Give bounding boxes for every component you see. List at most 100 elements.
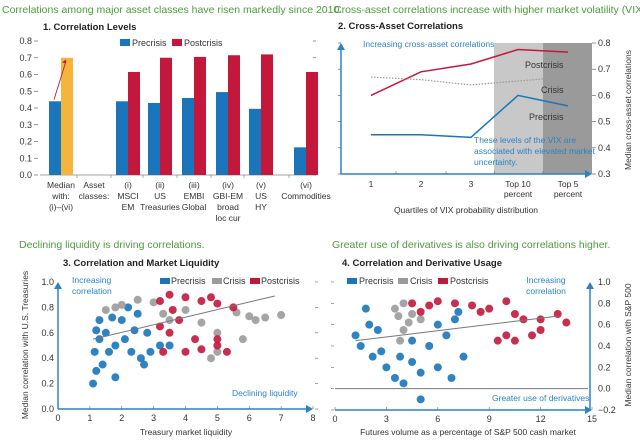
legend-label-postcrisis: Postcrisis <box>450 276 489 286</box>
bar-postcrisis <box>306 71 318 175</box>
annotation-increasing-1: Increasing <box>526 275 565 285</box>
legend-swatch-postcrisis <box>250 278 260 284</box>
point-crisis <box>399 326 408 334</box>
point-precrisis <box>120 335 129 344</box>
category-label: (iv) <box>222 180 234 190</box>
annotation-vix-3: uncertainty. <box>474 157 517 167</box>
y-tick-label: 0.6 <box>41 328 54 338</box>
point-postcrisis <box>519 315 528 324</box>
y-tick-label: 0.4 <box>19 103 32 113</box>
bar-postcrisis <box>228 55 240 175</box>
legend-swatch-precrisis <box>347 278 357 284</box>
annotation-increasing-2: correlation <box>72 286 112 296</box>
y-tick-label: 0.4 <box>598 341 611 351</box>
x-tick-label: 3 <box>384 414 389 424</box>
point-precrisis <box>111 341 120 350</box>
point-precrisis <box>117 316 126 325</box>
point-crisis <box>111 303 120 312</box>
point-crisis <box>404 318 413 327</box>
y-tick-label: 1.0 <box>598 277 611 287</box>
x-tick-label: 0 <box>55 413 60 423</box>
x-tick-label: Top 10 <box>505 179 531 189</box>
annotation-increasing-2: correlation <box>526 286 566 296</box>
point-postcrisis <box>433 297 442 306</box>
y-tick-label: 0.1 <box>19 153 32 163</box>
point-postcrisis <box>156 322 164 331</box>
panel-cross-asset-correlations: Cross-asset correlations increase with h… <box>334 4 640 215</box>
median-arrow <box>53 60 67 100</box>
legend-swatch-postcrisis <box>438 278 448 284</box>
point-precrisis <box>143 328 152 337</box>
y-tick-label: 0.6 <box>598 90 611 100</box>
legend-label-precrisis: Precrisis <box>171 276 206 286</box>
bar-postcrisis <box>261 54 273 175</box>
point-crisis <box>261 313 270 322</box>
x-tick-label: 7 <box>279 413 284 423</box>
legend-label-precrisis: Precrisis <box>359 276 394 286</box>
point-precrisis <box>368 352 377 361</box>
series-label-crisis: Crisis <box>541 85 564 95</box>
x-tick-label: 2 <box>419 179 424 189</box>
point-precrisis <box>365 320 374 329</box>
point-postcrisis <box>213 335 222 344</box>
point-crisis <box>181 305 190 314</box>
series-label-precrisis: Precrisis <box>529 112 564 122</box>
panel-title-3: 3. Correlation and Market Liquidity <box>63 258 220 269</box>
point-postcrisis <box>159 347 168 356</box>
category-label: Treasuries <box>140 202 180 212</box>
category-label: (ii) <box>155 180 165 190</box>
arrow-up-icon <box>337 43 345 50</box>
point-precrisis <box>108 313 117 322</box>
point-precrisis <box>459 352 468 361</box>
series-label-postcrisis: Postcrisis <box>525 60 564 70</box>
line-precrisis <box>371 94 569 139</box>
point-postcrisis <box>450 299 459 308</box>
point-postcrisis <box>197 345 206 354</box>
bar-precrisis <box>294 147 306 175</box>
category-label: broad <box>217 202 239 212</box>
bar-postcrisis <box>160 57 172 175</box>
point-crisis <box>394 312 403 321</box>
annotation-greater-derivatives: Greater use of derivatives <box>492 393 589 403</box>
point-precrisis <box>447 374 456 382</box>
point-precrisis <box>90 347 99 356</box>
y-tick-label: 0.4 <box>41 353 54 363</box>
point-precrisis <box>95 335 104 344</box>
y-tick-label: 0.3 <box>19 120 32 130</box>
x-tick-label: 6 <box>435 414 440 424</box>
point-precrisis <box>416 395 425 404</box>
point-precrisis <box>136 354 145 363</box>
y-tick-label: 0.4 <box>598 143 611 153</box>
point-postcrisis <box>425 301 434 310</box>
point-crisis <box>408 310 417 318</box>
y-tick-label: 0.7 <box>19 53 32 63</box>
point-postcrisis <box>562 318 571 327</box>
y-axis-label-3: Median correlation with U.S. Treasuries <box>20 271 30 419</box>
category-label: (i)–(vi) <box>49 202 73 212</box>
point-postcrisis <box>510 336 519 345</box>
point-precrisis <box>101 328 110 337</box>
annotation-declining-liquidity: Declining liquidity <box>232 388 298 398</box>
point-postcrisis <box>485 304 494 313</box>
x-axis-label-3: Treasury market liquidity <box>140 427 233 437</box>
annotation-increasing: Increasing cross-asset correlations <box>363 39 494 49</box>
arrow-right-icon <box>585 170 592 178</box>
x-tick-label: percent <box>504 189 533 199</box>
y-tick-label: 0.6 <box>19 70 32 80</box>
point-crisis <box>101 305 110 314</box>
bar-precrisis <box>249 108 261 175</box>
category-label: (i) <box>124 180 132 190</box>
point-precrisis <box>89 379 98 388</box>
x-tick-label: 15 <box>587 414 597 424</box>
x-tick-label: 2 <box>119 413 124 423</box>
bar-precrisis <box>182 97 194 175</box>
point-postcrisis <box>502 297 511 306</box>
point-precrisis <box>377 347 386 356</box>
legend-label-precrisis: Precrisis <box>132 38 167 48</box>
point-crisis <box>117 300 126 309</box>
point-postcrisis <box>213 341 222 350</box>
x-axis-label-4: Futures volume as a percentage of S&P 50… <box>360 427 576 437</box>
y-tick-label: 0.0 <box>19 170 32 180</box>
y-tick-label: −0.2 <box>598 405 616 415</box>
